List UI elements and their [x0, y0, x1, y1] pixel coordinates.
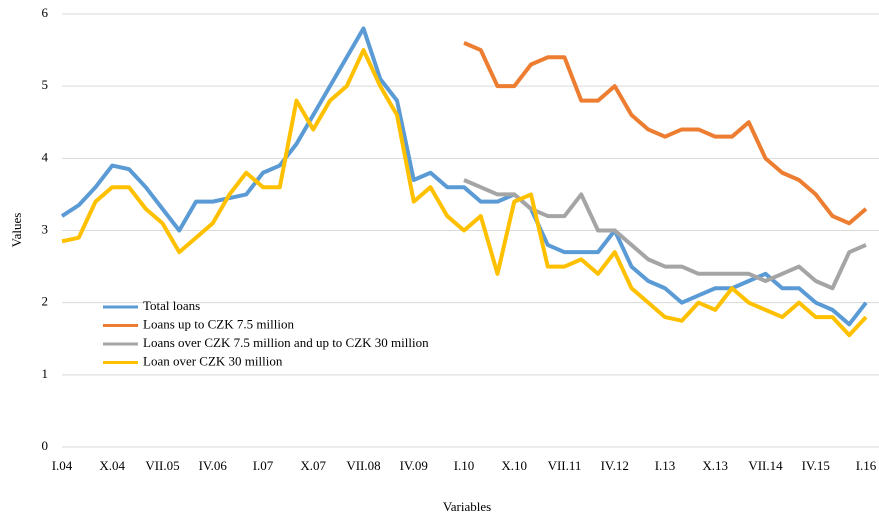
legend-label: Loans up to CZK 7.5 million — [143, 316, 294, 331]
x-tick-label: VII.05 — [145, 458, 179, 473]
x-tick-label: I.07 — [253, 458, 274, 473]
series-line — [60, 26, 868, 327]
x-tick-label: I.10 — [454, 458, 475, 473]
x-tick-label: IV.06 — [199, 458, 228, 473]
x-tick-label: X.13 — [702, 458, 728, 473]
x-tick-label: VII.14 — [748, 458, 783, 473]
x-tick-label: VII.08 — [346, 458, 380, 473]
series-line — [61, 48, 868, 338]
x-tick-label: X.04 — [99, 458, 125, 473]
x-tick-label: IV.09 — [400, 458, 428, 473]
x-tick-label: X.07 — [300, 458, 326, 473]
y-tick-label: 4 — [42, 149, 49, 164]
x-tick-label: I.04 — [52, 458, 73, 473]
x-tick-label: IV.15 — [802, 458, 830, 473]
x-tick-label: IV.12 — [601, 458, 629, 473]
y-axis-label: Values — [9, 213, 24, 248]
legend-label: Total loans — [143, 298, 200, 313]
y-tick-label: 2 — [42, 294, 49, 309]
y-tick-label: 6 — [42, 5, 49, 20]
y-tick-label: 5 — [42, 77, 49, 92]
legend-label: Loans over CZK 7.5 million and up to CZK… — [143, 335, 429, 350]
y-tick-label: 3 — [42, 221, 49, 236]
x-tick-label: X.10 — [501, 458, 527, 473]
x-tick-label: VII.11 — [548, 458, 582, 473]
x-tick-label: I.16 — [856, 458, 877, 473]
y-tick-label: 0 — [42, 438, 49, 453]
x-tick-label: I.13 — [655, 458, 676, 473]
series-line — [463, 178, 867, 291]
series-line — [463, 41, 868, 226]
y-tick-label: 1 — [42, 366, 49, 381]
legend-label: Loan over CZK 30 million — [143, 353, 283, 368]
x-axis-label: Variables — [443, 499, 491, 514]
